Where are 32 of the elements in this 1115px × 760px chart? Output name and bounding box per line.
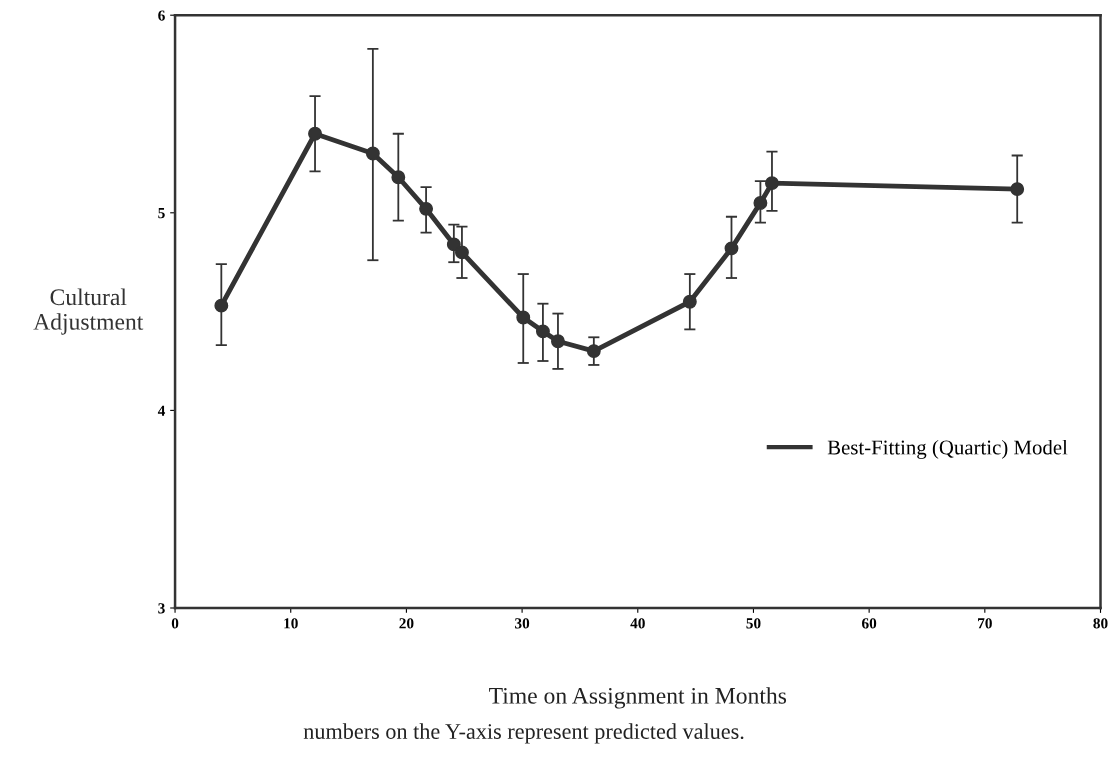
x-tick-label: 0 [171,618,179,629]
x-tick-label: 40 [630,618,645,629]
point [682,294,697,309]
text: numbers on the Y-axis represent predicted values. [303,723,744,744]
point [516,310,531,325]
point [454,245,469,260]
point [1010,182,1025,197]
point [765,176,779,191]
point [419,201,434,216]
x-tick-label: 10 [284,618,298,629]
point [753,195,768,210]
y-tick-label: 6 [158,10,165,21]
x-tick-label: 60 [862,618,877,629]
x-tick-label: 20 [399,618,414,629]
x-tick-label: 70 [978,618,992,629]
point [214,298,229,313]
y-tick-label: 4 [157,405,166,416]
point [308,126,322,141]
y-tick-label: 5 [158,208,165,219]
y-tick-label: 3 [158,603,165,614]
x-tick-label: 30 [515,618,530,629]
point [391,170,406,185]
x-axis-title: Time on Assignment in Months [489,687,787,709]
x-tick-label: 80 [1093,618,1108,629]
point [586,344,601,359]
y-axis-title: Cultural Adjustment [33,288,144,335]
x-tick-label: 50 [746,618,761,629]
point [535,324,550,339]
point [551,334,565,349]
point [724,241,739,256]
point [365,146,380,161]
legend-label: Best-Fitting (Quartic) Model [827,439,1068,459]
